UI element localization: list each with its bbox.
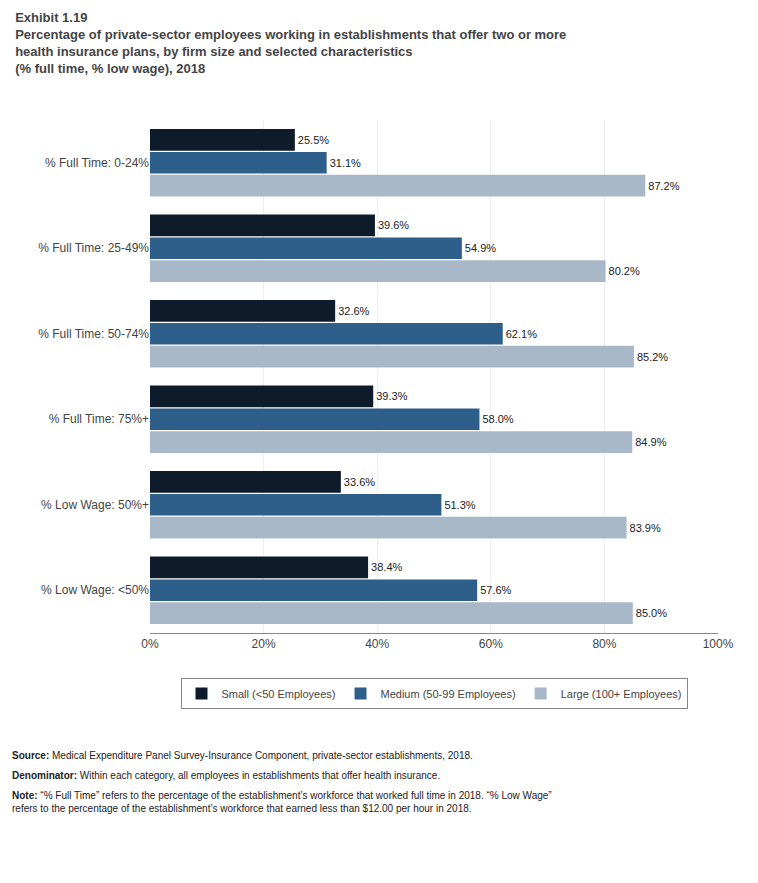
svg-text:85.0%: 85.0% bbox=[636, 607, 667, 619]
svg-text:% Low Wage: <50%: % Low Wage: <50% bbox=[41, 583, 149, 597]
svg-text:33.6%: 33.6% bbox=[344, 476, 375, 488]
svg-text:% Low Wage: 50%+: % Low Wage: 50%+ bbox=[41, 498, 149, 512]
svg-text:87.2%: 87.2% bbox=[648, 180, 679, 192]
svg-text:62.1%: 62.1% bbox=[506, 328, 537, 340]
svg-text:100%: 100% bbox=[703, 637, 734, 651]
svg-text:51.3%: 51.3% bbox=[444, 499, 475, 511]
svg-text:38.4%: 38.4% bbox=[371, 561, 402, 573]
svg-text:40%: 40% bbox=[365, 637, 389, 651]
svg-text:85.2%: 85.2% bbox=[637, 351, 668, 363]
svg-text:20%: 20% bbox=[252, 637, 276, 651]
svg-text:Large (100+ Employees): Large (100+ Employees) bbox=[561, 688, 682, 700]
svg-text:Small (<50 Employees): Small (<50 Employees) bbox=[222, 688, 336, 700]
svg-text:Exhibit 1.19Percentage of priv: Exhibit 1.19Percentage of private-sector… bbox=[15, 10, 566, 76]
svg-text:Note: “% Full Time” refers to: Note: “% Full Time” refers to the percen… bbox=[12, 790, 552, 814]
svg-text:Source: Medical Expenditure Pa: Source: Medical Expenditure Panel Survey… bbox=[12, 750, 473, 761]
svg-text:25.5%: 25.5% bbox=[298, 134, 329, 146]
svg-text:80%: 80% bbox=[592, 637, 616, 651]
svg-text:58.0%: 58.0% bbox=[482, 413, 513, 425]
svg-text:84.9%: 84.9% bbox=[635, 436, 666, 448]
svg-text:54.9%: 54.9% bbox=[465, 242, 496, 254]
svg-text:% Full Time: 25-49%: % Full Time: 25-49% bbox=[38, 241, 149, 255]
svg-text:% Full Time: 0-24%: % Full Time: 0-24% bbox=[45, 156, 149, 170]
svg-text:57.6%: 57.6% bbox=[480, 584, 511, 596]
svg-text:60%: 60% bbox=[479, 637, 503, 651]
svg-text:32.6%: 32.6% bbox=[338, 305, 369, 317]
svg-text:% Full Time: 50-74%: % Full Time: 50-74% bbox=[38, 327, 149, 341]
svg-text:39.3%: 39.3% bbox=[376, 390, 407, 402]
svg-text:Denominator: Within each categ: Denominator: Within each category, all e… bbox=[12, 770, 440, 781]
svg-text:Medium (50-99 Employees): Medium (50-99 Employees) bbox=[381, 688, 516, 700]
svg-text:% Full Time: 75%+: % Full Time: 75%+ bbox=[49, 412, 149, 426]
svg-text:80.2%: 80.2% bbox=[609, 265, 640, 277]
svg-text:39.6%: 39.6% bbox=[378, 219, 409, 231]
svg-text:0%: 0% bbox=[141, 637, 159, 651]
svg-text:31.1%: 31.1% bbox=[330, 157, 361, 169]
svg-text:83.9%: 83.9% bbox=[630, 522, 661, 534]
